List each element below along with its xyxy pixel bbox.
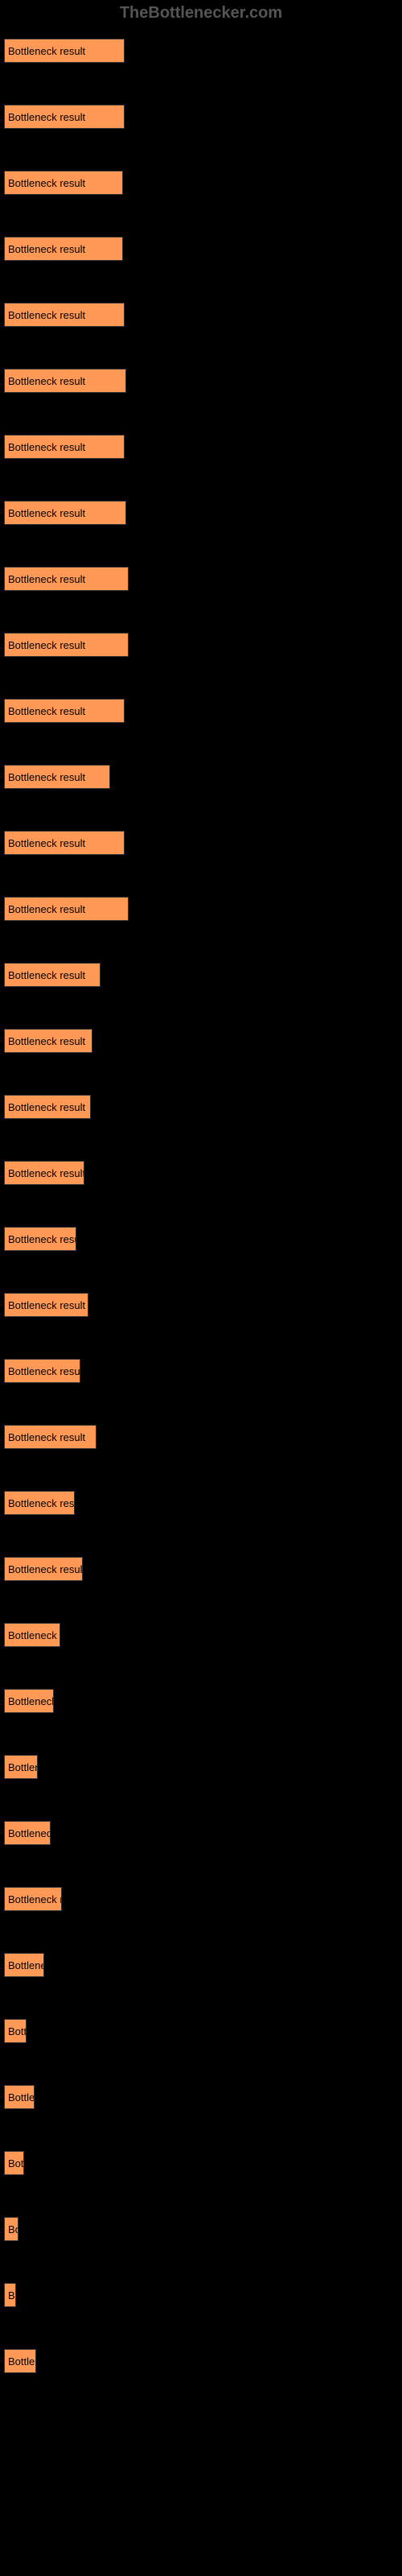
chart-bar: Bottleneck result bbox=[4, 1557, 83, 1581]
bar-row: Bottleneck result bbox=[4, 1227, 402, 1251]
bar-row: Bottleneck result bbox=[4, 2019, 402, 2043]
chart-bar: Bottleneck result bbox=[4, 2151, 24, 2175]
chart-bar: Bottleneck result bbox=[4, 831, 125, 855]
bar-row: Bottleneck result bbox=[4, 501, 402, 525]
chart-bar: Bottleneck result bbox=[4, 1623, 60, 1647]
bar-row: Bottleneck result bbox=[4, 897, 402, 921]
bar-row: Bottleneck result bbox=[4, 1491, 402, 1515]
chart-bar: Bottleneck result bbox=[4, 1029, 92, 1053]
bar-row: Bottleneck result bbox=[4, 1887, 402, 1911]
bar-row: Bottleneck result bbox=[4, 105, 402, 129]
chart-bar: Bottleneck result bbox=[4, 2019, 27, 2043]
chart-bar: Bottleneck result bbox=[4, 1953, 44, 1977]
chart-bar: Bottleneck result bbox=[4, 39, 125, 63]
chart-bar: Bottleneck result bbox=[4, 1491, 75, 1515]
chart-bar: Bottleneck result bbox=[4, 963, 100, 987]
bar-row: Bottleneck result bbox=[4, 435, 402, 459]
bar-row: Bottleneck result bbox=[4, 1953, 402, 1977]
bar-row: Bottleneck result bbox=[4, 1095, 402, 1119]
bar-chart: Bottleneck result Bottleneck result Bottle… bbox=[0, 39, 402, 2373]
bar-row: Bottleneck result bbox=[4, 765, 402, 789]
bar-row: Bottleneck result bbox=[4, 1029, 402, 1053]
chart-bar: Bottleneck result bbox=[4, 2283, 16, 2307]
chart-bar: Bottleneck result bbox=[4, 1359, 80, 1383]
bar-row: Bottleneck result bbox=[4, 1821, 402, 1845]
chart-bar: Bottleneck result bbox=[4, 1689, 54, 1713]
bar-row: Bottleneck result bbox=[4, 2349, 402, 2373]
bar-row: Bottleneck result bbox=[4, 2151, 402, 2175]
chart-bar: Bottleneck result bbox=[4, 2085, 35, 2109]
chart-bar: Bottleneck result bbox=[4, 369, 126, 393]
chart-bar: Bottleneck result bbox=[4, 1425, 96, 1449]
bar-row: Bottleneck result bbox=[4, 237, 402, 261]
chart-bar: Bottleneck result bbox=[4, 1095, 91, 1119]
chart-bar: Bottleneck result bbox=[4, 1293, 88, 1317]
bar-row: Bottleneck result bbox=[4, 303, 402, 327]
bar-row: Bottleneck result bbox=[4, 2085, 402, 2109]
bar-row: Bottleneck result bbox=[4, 1359, 402, 1383]
chart-bar: Bottleneck result bbox=[4, 1161, 84, 1185]
chart-bar: Bottleneck result bbox=[4, 2217, 18, 2241]
bar-row: Bottleneck result bbox=[4, 567, 402, 591]
bar-row: Bottleneck result bbox=[4, 963, 402, 987]
bar-row: Bottleneck result bbox=[4, 831, 402, 855]
bar-row: Bottleneck result bbox=[4, 39, 402, 63]
watermark-text: TheBottlenecker.com bbox=[0, 4, 402, 23]
chart-bar: Bottleneck result bbox=[4, 435, 125, 459]
bar-row: Bottleneck result bbox=[4, 171, 402, 195]
bar-row: Bottleneck result bbox=[4, 1623, 402, 1647]
chart-bar: Bottleneck result bbox=[4, 633, 129, 657]
chart-bar: Bottleneck result bbox=[4, 1821, 51, 1845]
bar-row: Bottleneck result bbox=[4, 2217, 402, 2241]
chart-bar: Bottleneck result bbox=[4, 303, 125, 327]
chart-bar: Bottleneck result bbox=[4, 897, 129, 921]
chart-bar: Bottleneck result bbox=[4, 501, 126, 525]
chart-bar: Bottleneck result bbox=[4, 567, 129, 591]
chart-bar: Bottleneck result bbox=[4, 699, 125, 723]
bar-row: Bottleneck result bbox=[4, 369, 402, 393]
chart-bar: Bottleneck result bbox=[4, 1887, 62, 1911]
chart-bar: Bottleneck result bbox=[4, 1755, 38, 1779]
chart-bar: Bottleneck result bbox=[4, 105, 125, 129]
bar-row: Bottleneck result bbox=[4, 699, 402, 723]
chart-bar: Bottleneck result bbox=[4, 1227, 76, 1251]
bar-row: Bottleneck result bbox=[4, 2283, 402, 2307]
bar-row: Bottleneck result bbox=[4, 1755, 402, 1779]
bar-row: Bottleneck result bbox=[4, 1425, 402, 1449]
chart-bar: Bottleneck result bbox=[4, 765, 110, 789]
bar-row: Bottleneck result bbox=[4, 633, 402, 657]
chart-bar: Bottleneck result bbox=[4, 2349, 36, 2373]
bar-row: Bottleneck result bbox=[4, 1161, 402, 1185]
bar-row: Bottleneck result bbox=[4, 1689, 402, 1713]
bar-row: Bottleneck result bbox=[4, 1293, 402, 1317]
bar-row: Bottleneck result bbox=[4, 1557, 402, 1581]
chart-bar: Bottleneck result bbox=[4, 171, 123, 195]
chart-bar: Bottleneck result bbox=[4, 237, 123, 261]
